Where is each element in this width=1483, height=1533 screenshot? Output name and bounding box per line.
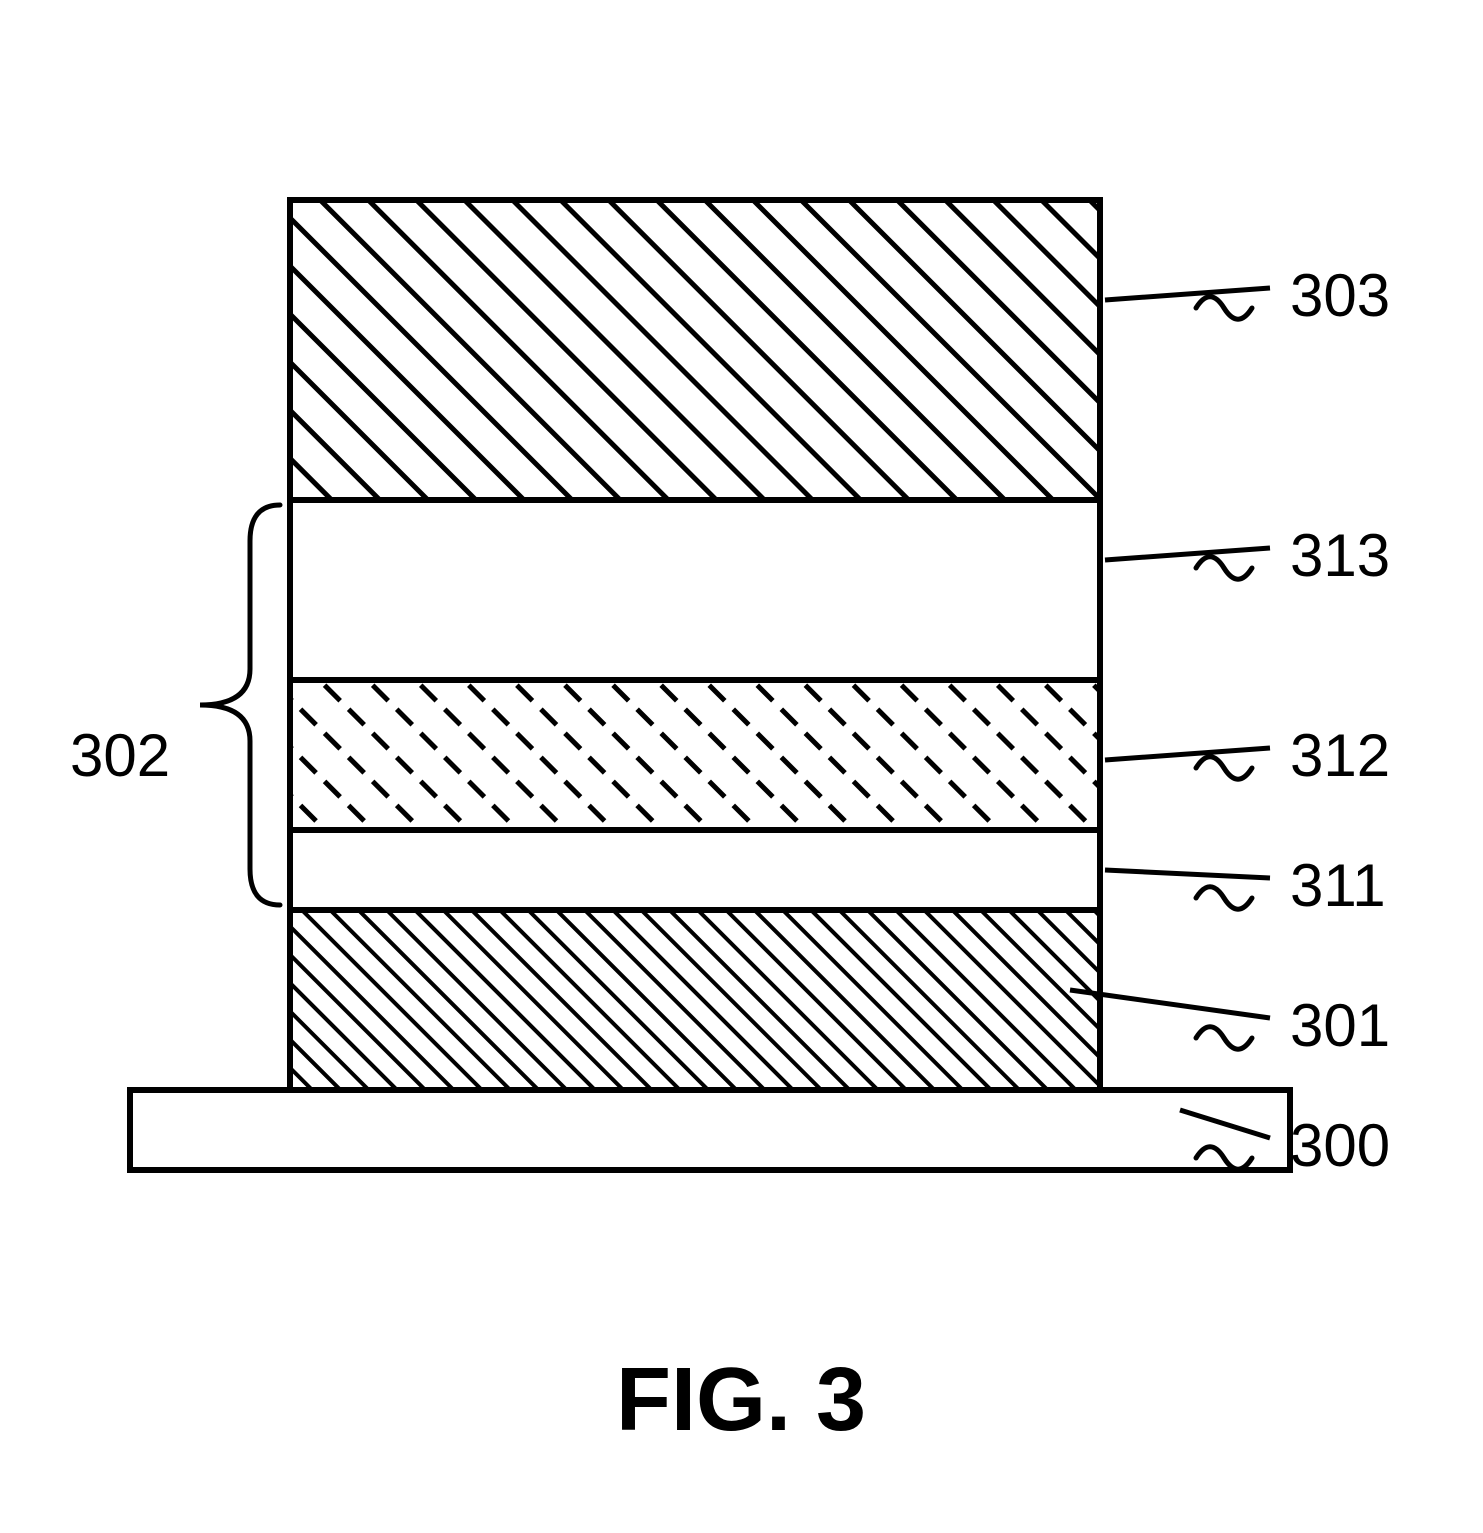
- layer-303: [290, 200, 1100, 500]
- layer-301: [290, 910, 1100, 1090]
- label-302: 302: [70, 722, 170, 789]
- leader-311: [1105, 870, 1270, 878]
- leader-313: [1105, 548, 1270, 560]
- label-313: 313: [1290, 522, 1390, 589]
- label-312: 312: [1290, 722, 1390, 789]
- label-303: 303: [1290, 262, 1390, 329]
- brace-302: [200, 505, 280, 905]
- figure-3-diagram: 303 313 312 311 301 300 302 FIG. 3: [0, 0, 1483, 1533]
- label-311: 311: [1290, 852, 1386, 919]
- layer-313: [290, 500, 1100, 680]
- leader-312: [1105, 748, 1270, 760]
- layer-311: [290, 830, 1100, 910]
- label-300: 300: [1290, 1112, 1390, 1179]
- layer-300: [130, 1090, 1290, 1170]
- layer-312: [290, 680, 1100, 830]
- figure-caption: FIG. 3: [616, 1350, 866, 1450]
- leader-303: [1105, 288, 1270, 300]
- label-301: 301: [1290, 992, 1390, 1059]
